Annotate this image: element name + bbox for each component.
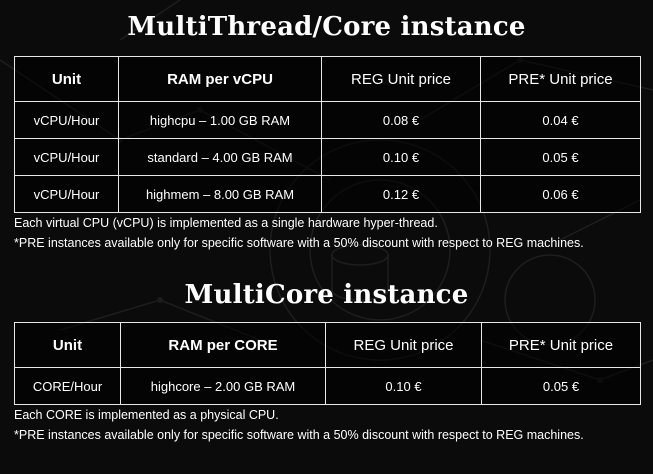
table-row: vCPU/Hour highcpu – 1.00 GB RAM 0.08 € 0… — [14, 101, 641, 139]
cell-unit: vCPU/Hour — [14, 101, 119, 139]
cell-reg-price: 0.10 € — [321, 138, 481, 176]
multicore-pricing-table: Unit RAM per CORE REG Unit price PRE* Un… — [14, 322, 641, 405]
pre-discount-note: *PRE instances available only for specif… — [14, 428, 584, 442]
cell-ram: highcpu – 1.00 GB RAM — [118, 101, 322, 139]
cell-reg-price: 0.08 € — [321, 101, 481, 139]
cell-reg-price: 0.10 € — [325, 367, 482, 405]
multicore-title: MultiCore instance — [184, 280, 469, 310]
multithread-title: MultiThread/Core instance — [127, 12, 526, 42]
cell-ram: standard – 4.00 GB RAM — [118, 138, 322, 176]
cell-pre-price: 0.05 € — [480, 138, 641, 176]
cell-unit: vCPU/Hour — [14, 175, 119, 213]
cell-ram: highmem – 8.00 GB RAM — [118, 175, 322, 213]
cell-pre-price: 0.05 € — [481, 367, 641, 405]
cell-reg-price: 0.12 € — [321, 175, 481, 213]
header-ram: RAM per CORE — [120, 322, 326, 368]
cell-unit: CORE/Hour — [14, 367, 121, 405]
vcpu-note: Each virtual CPU (vCPU) is implemented a… — [14, 216, 438, 230]
cell-ram: highcore – 2.00 GB RAM — [120, 367, 326, 405]
header-reg-price: REG Unit price — [321, 56, 481, 102]
table-header-row: Unit RAM per vCPU REG Unit price PRE* Un… — [14, 56, 641, 102]
table-row: vCPU/Hour standard – 4.00 GB RAM 0.10 € … — [14, 138, 641, 176]
pre-discount-note: *PRE instances available only for specif… — [14, 236, 584, 250]
cell-pre-price: 0.06 € — [480, 175, 641, 213]
multithread-pricing-table: Unit RAM per vCPU REG Unit price PRE* Un… — [14, 56, 641, 213]
header-pre-price: PRE* Unit price — [480, 56, 641, 102]
header-reg-price: REG Unit price — [325, 322, 482, 368]
table-row: CORE/Hour highcore – 2.00 GB RAM 0.10 € … — [14, 367, 641, 405]
cell-unit: vCPU/Hour — [14, 138, 119, 176]
table-header-row: Unit RAM per CORE REG Unit price PRE* Un… — [14, 322, 641, 368]
table-row: vCPU/Hour highmem – 8.00 GB RAM 0.12 € 0… — [14, 175, 641, 213]
header-unit: Unit — [14, 322, 121, 368]
header-ram: RAM per vCPU — [118, 56, 322, 102]
cell-pre-price: 0.04 € — [480, 101, 641, 139]
header-unit: Unit — [14, 56, 119, 102]
header-pre-price: PRE* Unit price — [481, 322, 641, 368]
core-note: Each CORE is implemented as a physical C… — [14, 408, 279, 422]
